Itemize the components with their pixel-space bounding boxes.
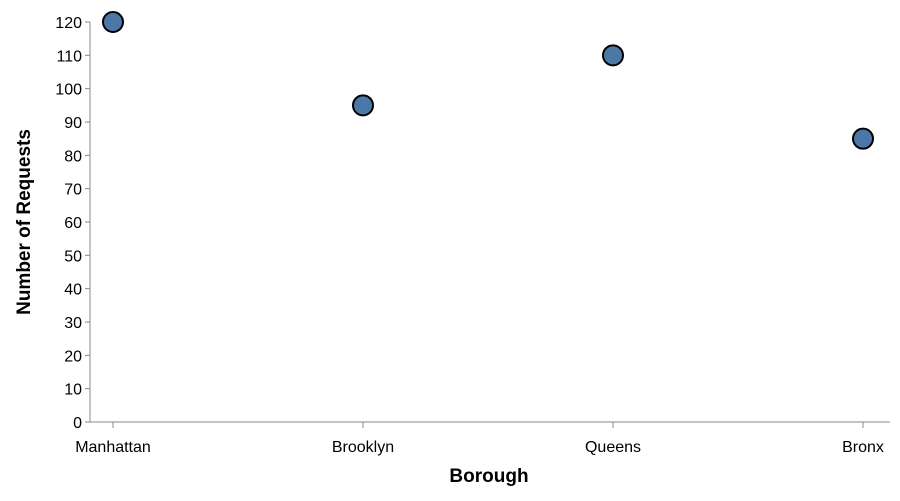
data-point [352,94,374,117]
y-tick-label: 30 [64,315,82,332]
y-tick-label: 110 [56,48,82,65]
y-tick-label: 20 [64,348,82,365]
y-tick-label: 0 [73,415,82,432]
x-tick-label: Brooklyn [332,439,394,456]
x-tick-label: Bronx [842,439,884,456]
y-tick-label: 90 [64,115,82,132]
data-point [852,127,874,150]
x-tick-label: Manhattan [75,439,151,456]
x-tick-label: Queens [585,439,641,456]
x-axis-title: Borough [449,466,528,487]
y-tick-label: 120 [55,15,82,32]
y-axis-title: Number of Requests [14,129,35,315]
data-points [102,11,874,150]
y-axis: 0 10 20 30 40 50 60 70 80 90 100 110 120 [55,15,91,432]
data-point [102,11,124,33]
x-axis: Manhattan Brooklyn Queens Bronx [75,421,890,456]
y-tick-label: 40 [64,282,82,299]
y-tick-label: 100 [55,82,82,99]
y-tick-label: 80 [64,148,82,165]
y-tick-label: 10 [64,382,82,399]
y-tick-label: 60 [64,215,82,232]
data-point [602,44,624,67]
y-tick-label: 70 [64,182,82,199]
y-tick-label: 50 [64,248,82,265]
